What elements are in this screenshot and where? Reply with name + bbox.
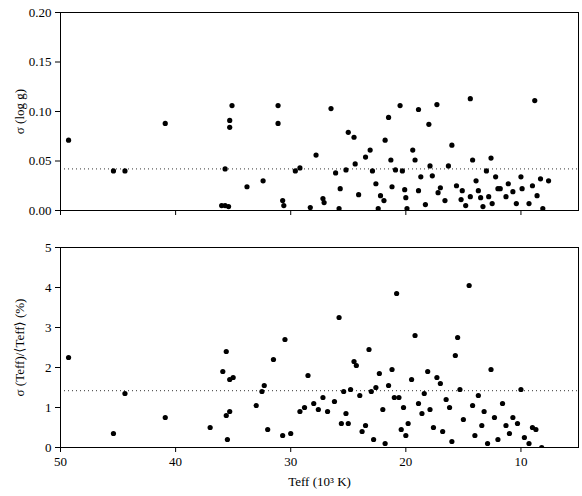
svg-text:σ (log g): σ (log g) (12, 89, 27, 134)
svg-text:0.10: 0.10 (29, 104, 52, 119)
svg-text:50: 50 (54, 454, 67, 469)
svg-text:5: 5 (45, 240, 52, 255)
svg-text:0.05: 0.05 (29, 153, 52, 168)
svg-text:2: 2 (45, 360, 52, 375)
svg-text:0.15: 0.15 (29, 54, 52, 69)
svg-text:Teff (10³ K): Teff (10³ K) (288, 474, 351, 489)
svg-text:σ (Teff)/⟨Teff⟩ (%): σ (Teff)/⟨Teff⟩ (%) (12, 299, 27, 397)
svg-text:3: 3 (45, 320, 52, 335)
svg-text:40: 40 (169, 454, 182, 469)
svg-text:10: 10 (514, 454, 527, 469)
svg-text:1: 1 (45, 400, 52, 415)
svg-text:30: 30 (284, 454, 297, 469)
svg-text:4: 4 (45, 280, 52, 295)
svg-text:0.20: 0.20 (29, 5, 52, 20)
svg-text:0: 0 (45, 440, 52, 455)
svg-text:20: 20 (399, 454, 412, 469)
svg-text:0.00: 0.00 (29, 203, 52, 215)
